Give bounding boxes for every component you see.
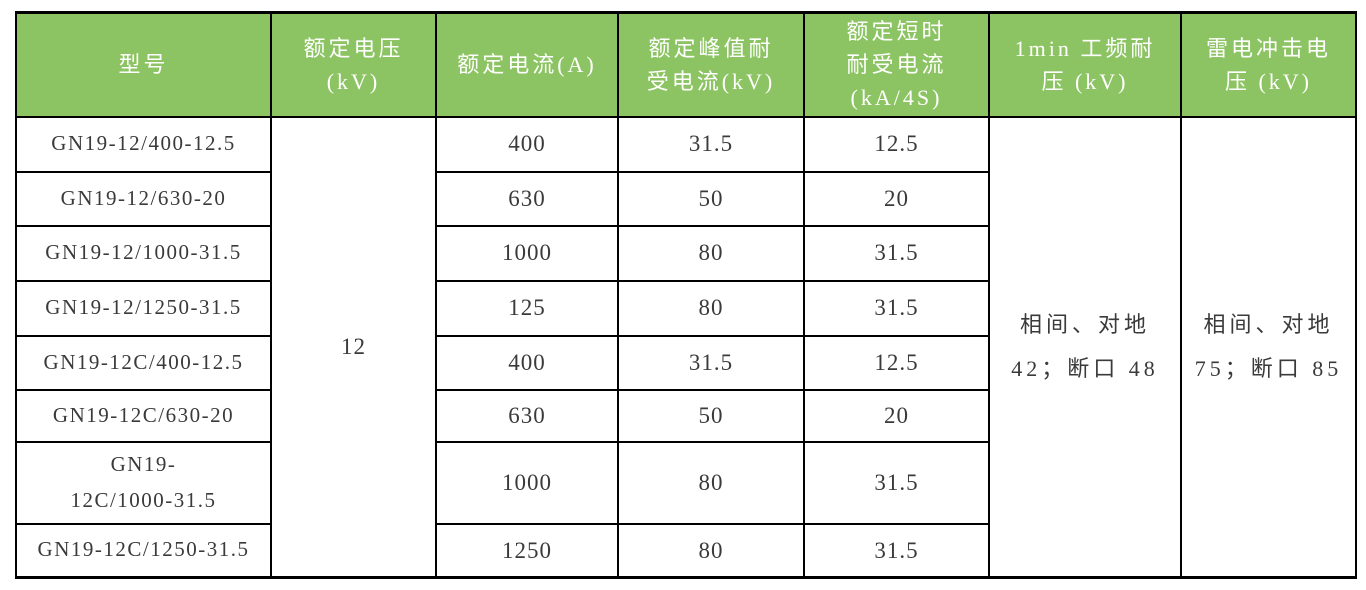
cell-short-time-current: 31.5: [803, 440, 990, 525]
col-header-rated-voltage: 额定电压 (kV): [270, 11, 437, 118]
cell-rated-current: 1000: [435, 224, 619, 282]
table-row: GN19-12/630-20 630 50 20: [15, 170, 1356, 227]
table-row: GN19-12C/1250-31.5 1250 80 31.5: [15, 522, 1356, 579]
spec-table: 型号 额定电压 (kV) 额定电流(A) 额定峰值耐 受电流(kV) 额定短时 …: [15, 11, 1357, 579]
col-header-lightning-impulse: 雷电冲击电 压 (kV): [1180, 11, 1357, 118]
cell-short-time-current: 20: [803, 388, 990, 443]
table-row: GN19-12/1250-31.5 125 80 31.5: [15, 279, 1356, 337]
cell-model: GN19- 12C/1000-31.5: [15, 440, 272, 525]
cell-short-time-current: 12.5: [803, 334, 990, 391]
table-row: GN19- 12C/1000-31.5 1000 80 31.5: [15, 440, 1356, 525]
cell-model: GN19-12/1250-31.5: [15, 279, 272, 337]
col-header-short-time-current: 额定短时 耐受电流 (kA/4S): [803, 11, 990, 118]
col-header-peak-withstand: 额定峰值耐 受电流(kV): [617, 11, 805, 118]
cell-model: GN19-12/630-20: [15, 170, 272, 227]
table-row: GN19-12/400-12.5 12 400 31.5 12.5 相间、对地 …: [15, 115, 1357, 579]
table-row: GN19-12/1000-31.5 1000 80 31.5: [15, 224, 1356, 282]
cell-peak-withstand: 31.5: [617, 115, 805, 173]
cell-peak-withstand: 80: [617, 440, 805, 525]
col-header-power-freq-voltage: 1min 工频耐 压 (kV): [988, 11, 1182, 118]
cell-rated-current: 125: [435, 279, 619, 337]
cell-rated-current: 400: [435, 334, 619, 391]
table-header: 型号 额定电压 (kV) 额定电流(A) 额定峰值耐 受电流(kV) 额定短时 …: [15, 11, 1357, 118]
cell-short-time-current: 31.5: [803, 279, 990, 337]
cell-short-time-current: 20: [803, 170, 990, 227]
cell-model: GN19-12C/1250-31.5: [15, 522, 272, 579]
cell-rated-current: 1000: [435, 440, 619, 525]
cell-short-time-current: 31.5: [803, 522, 990, 579]
cell-rated-current: 630: [435, 388, 619, 443]
cell-peak-withstand: 31.5: [617, 334, 805, 391]
cell-model: GN19-12C/400-12.5: [15, 334, 272, 391]
table-row: GN19-12C/630-20 630 50 20: [15, 388, 1356, 443]
cell-model: GN19-12/400-12.5: [15, 115, 272, 173]
cell-peak-withstand: 80: [617, 279, 805, 337]
cell-peak-withstand: 80: [617, 522, 805, 579]
cell-model: GN19-12C/630-20: [15, 388, 272, 443]
table-body: GN19-12/400-12.5 12 400 31.5 12.5 相间、对地 …: [15, 115, 1357, 579]
table-row: GN19-12C/400-12.5 400 31.5 12.5: [15, 334, 1356, 391]
cell-power-freq-merged: 相间、对地 42；断口 48: [988, 115, 1182, 579]
cell-peak-withstand: 50: [617, 388, 805, 443]
cell-rated-current: 630: [435, 170, 619, 227]
col-header-rated-current: 额定电流(A): [435, 11, 619, 118]
cell-lightning-merged: 相间、对地 75；断口 85: [1180, 115, 1357, 579]
header-row: 型号 额定电压 (kV) 额定电流(A) 额定峰值耐 受电流(kV) 额定短时 …: [15, 11, 1357, 118]
cell-rated-voltage-merged: 12: [270, 115, 437, 579]
cell-short-time-current: 31.5: [803, 224, 990, 282]
cell-short-time-current: 12.5: [803, 115, 990, 173]
col-header-model: 型号: [15, 11, 272, 118]
cell-rated-current: 1250: [435, 522, 619, 579]
cell-rated-current: 400: [435, 115, 619, 173]
cell-model: GN19-12/1000-31.5: [15, 224, 272, 282]
cell-peak-withstand: 50: [617, 170, 805, 227]
cell-peak-withstand: 80: [617, 224, 805, 282]
